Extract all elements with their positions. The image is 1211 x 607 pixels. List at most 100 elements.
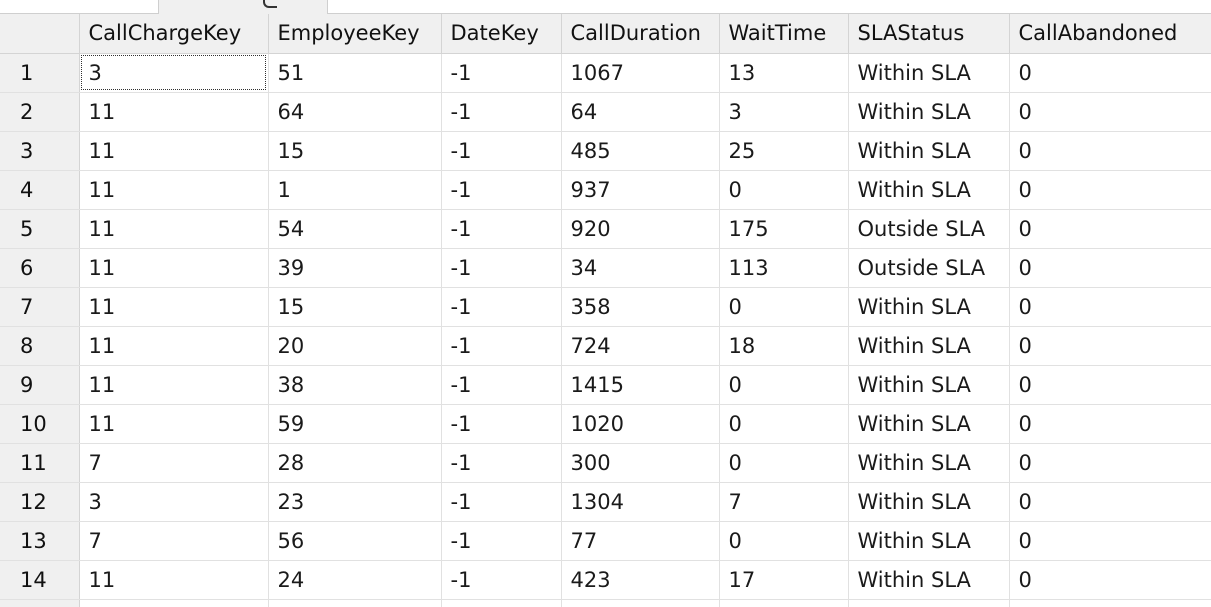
cell-datekey[interactable]: -1 bbox=[441, 560, 562, 600]
row-number[interactable]: 13 bbox=[0, 521, 80, 561]
table-row[interactable]: 10 11 59 -1 1020 0 Within SLA 0 bbox=[0, 404, 1211, 444]
cell-callchargekey[interactable]: 11 bbox=[79, 170, 269, 210]
column-header-waittime[interactable]: WaitTime bbox=[719, 14, 849, 54]
cell-callchargekey[interactable]: 7 bbox=[79, 443, 269, 483]
cell-callchargekey[interactable]: 11 bbox=[79, 209, 269, 249]
column-header-employeekey[interactable]: EmployeeKey bbox=[268, 14, 442, 54]
column-header-callchargekey[interactable]: CallChargeKey bbox=[79, 14, 269, 54]
cell-datekey[interactable]: -1 bbox=[441, 170, 562, 210]
cell-employeekey[interactable]: 56 bbox=[268, 521, 442, 561]
cell-employeekey[interactable]: 23 bbox=[268, 482, 442, 522]
cell-slastatus[interactable]: Within SLA bbox=[848, 53, 1010, 93]
cell-slastatus[interactable]: Within SLA bbox=[848, 287, 1010, 327]
cell-callduration[interactable]: 1020 bbox=[561, 404, 720, 444]
cell-callduration[interactable]: 1067 bbox=[561, 53, 720, 93]
messages-tab[interactable] bbox=[158, 0, 328, 14]
cell-callduration[interactable]: 64 bbox=[561, 92, 720, 132]
cell-callchargekey[interactable]: 11 bbox=[79, 248, 269, 288]
table-row[interactable]: 13 7 56 -1 77 0 Within SLA 0 bbox=[0, 521, 1211, 561]
cell-callabandoned[interactable]: 0 bbox=[1009, 443, 1211, 483]
row-number[interactable]: 6 bbox=[0, 248, 80, 288]
cell-callchargekey[interactable]: 7 bbox=[79, 521, 269, 561]
cell-callchargekey[interactable]: 11 bbox=[79, 326, 269, 366]
cell-callabandoned[interactable]: 0 bbox=[1009, 521, 1211, 561]
row-number[interactable]: 9 bbox=[0, 365, 80, 405]
table-row[interactable]: 6 11 39 -1 34 113 Outside SLA 0 bbox=[0, 248, 1211, 288]
cell-callabandoned[interactable]: 0 bbox=[1009, 287, 1211, 327]
row-number[interactable]: 7 bbox=[0, 287, 80, 327]
table-row[interactable]: 2 11 64 -1 64 3 Within SLA 0 bbox=[0, 92, 1211, 132]
table-row[interactable]: 12 3 23 -1 1304 7 Within SLA 0 bbox=[0, 482, 1211, 522]
cell-datekey[interactable]: -1 bbox=[441, 365, 562, 405]
cell-slastatus[interactable]: Within SLA bbox=[848, 170, 1010, 210]
row-number[interactable]: 5 bbox=[0, 209, 80, 249]
cell-waittime[interactable]: 7 bbox=[719, 482, 849, 522]
cell-callduration[interactable]: 77 bbox=[561, 521, 720, 561]
cell-slastatus[interactable]: Within SLA bbox=[848, 365, 1010, 405]
row-number[interactable]: 10 bbox=[0, 404, 80, 444]
cell-callabandoned[interactable]: 0 bbox=[1009, 53, 1211, 93]
cell-slastatus[interactable]: Within SLA bbox=[848, 326, 1010, 366]
cell-callduration[interactable]: 423 bbox=[561, 560, 720, 600]
cell-callduration[interactable]: 1304 bbox=[561, 482, 720, 522]
cell-callabandoned[interactable]: 0 bbox=[1009, 170, 1211, 210]
cell-datekey[interactable]: -1 bbox=[441, 443, 562, 483]
cell-callabandoned[interactable]: 0 bbox=[1009, 404, 1211, 444]
cell-callabandoned[interactable]: 0 bbox=[1009, 326, 1211, 366]
cell-employeekey[interactable]: 64 bbox=[268, 92, 442, 132]
row-number[interactable]: 3 bbox=[0, 131, 80, 171]
cell-waittime[interactable]: 17 bbox=[719, 560, 849, 600]
table-row[interactable]: 11 7 28 -1 300 0 Within SLA 0 bbox=[0, 443, 1211, 483]
cell-slastatus[interactable]: Within SLA bbox=[848, 482, 1010, 522]
cell-datekey[interactable]: -1 bbox=[441, 131, 562, 171]
cell-waittime[interactable]: 18 bbox=[719, 326, 849, 366]
cell-slastatus[interactable]: Outside SLA bbox=[848, 209, 1010, 249]
cell-callduration[interactable]: 485 bbox=[561, 131, 720, 171]
cell-slastatus[interactable]: Within SLA bbox=[848, 521, 1010, 561]
table-row[interactable]: 5 11 54 -1 920 175 Outside SLA 0 bbox=[0, 209, 1211, 249]
column-header-callduration[interactable]: CallDuration bbox=[561, 14, 720, 54]
cell-employeekey[interactable]: 24 bbox=[268, 560, 442, 600]
cell-callduration[interactable]: 358 bbox=[561, 287, 720, 327]
cell-callduration[interactable]: 920 bbox=[561, 209, 720, 249]
cell-callchargekey[interactable]: 11 bbox=[79, 560, 269, 600]
table-row[interactable]: 4 11 1 -1 937 0 Within SLA 0 bbox=[0, 170, 1211, 210]
column-header-slastatus[interactable]: SLAStatus bbox=[848, 14, 1010, 54]
row-number[interactable]: 4 bbox=[0, 170, 80, 210]
cell-employeekey[interactable]: 38 bbox=[268, 365, 442, 405]
cell-callduration[interactable]: 724 bbox=[561, 326, 720, 366]
row-number[interactable]: 1 bbox=[0, 53, 80, 93]
cell-datekey[interactable]: -1 bbox=[441, 326, 562, 366]
select-all-corner[interactable] bbox=[0, 14, 80, 54]
cell-datekey[interactable]: -1 bbox=[441, 521, 562, 561]
cell-callchargekey[interactable]: 11 bbox=[79, 404, 269, 444]
cell-waittime[interactable]: 113 bbox=[719, 248, 849, 288]
cell-callabandoned[interactable]: 0 bbox=[1009, 482, 1211, 522]
cell-waittime[interactable]: 0 bbox=[719, 443, 849, 483]
cell-callduration[interactable]: 937 bbox=[561, 170, 720, 210]
cell-slastatus[interactable]: Within SLA bbox=[848, 131, 1010, 171]
cell-slastatus[interactable]: Within SLA bbox=[848, 404, 1010, 444]
cell-waittime[interactable]: 25 bbox=[719, 131, 849, 171]
cell-employeekey[interactable]: 39 bbox=[268, 248, 442, 288]
cell-callduration[interactable]: 300 bbox=[561, 443, 720, 483]
cell-waittime[interactable]: 0 bbox=[719, 365, 849, 405]
cell-callabandoned[interactable]: 0 bbox=[1009, 209, 1211, 249]
cell-datekey[interactable]: -1 bbox=[441, 404, 562, 444]
table-row[interactable]: 9 11 38 -1 1415 0 Within SLA 0 bbox=[0, 365, 1211, 405]
cell-employeekey[interactable]: 59 bbox=[268, 404, 442, 444]
cell-slastatus[interactable]: Within SLA bbox=[848, 560, 1010, 600]
cell-waittime[interactable]: 0 bbox=[719, 404, 849, 444]
cell-callduration[interactable]: 34 bbox=[561, 248, 720, 288]
cell-employeekey[interactable]: 51 bbox=[268, 53, 442, 93]
cell-waittime[interactable]: 0 bbox=[719, 521, 849, 561]
table-row[interactable]: 1 3 51 -1 1067 13 Within SLA 0 bbox=[0, 53, 1211, 93]
cell-waittime[interactable]: 3 bbox=[719, 92, 849, 132]
row-number[interactable]: 2 bbox=[0, 92, 80, 132]
cell-callabandoned[interactable]: 0 bbox=[1009, 131, 1211, 171]
cell-slastatus[interactable]: Outside SLA bbox=[848, 248, 1010, 288]
column-header-callabandoned[interactable]: CallAbandoned bbox=[1009, 14, 1211, 54]
column-header-datekey[interactable]: DateKey bbox=[441, 14, 562, 54]
row-number[interactable]: 12 bbox=[0, 482, 80, 522]
cell-datekey[interactable]: -1 bbox=[441, 287, 562, 327]
